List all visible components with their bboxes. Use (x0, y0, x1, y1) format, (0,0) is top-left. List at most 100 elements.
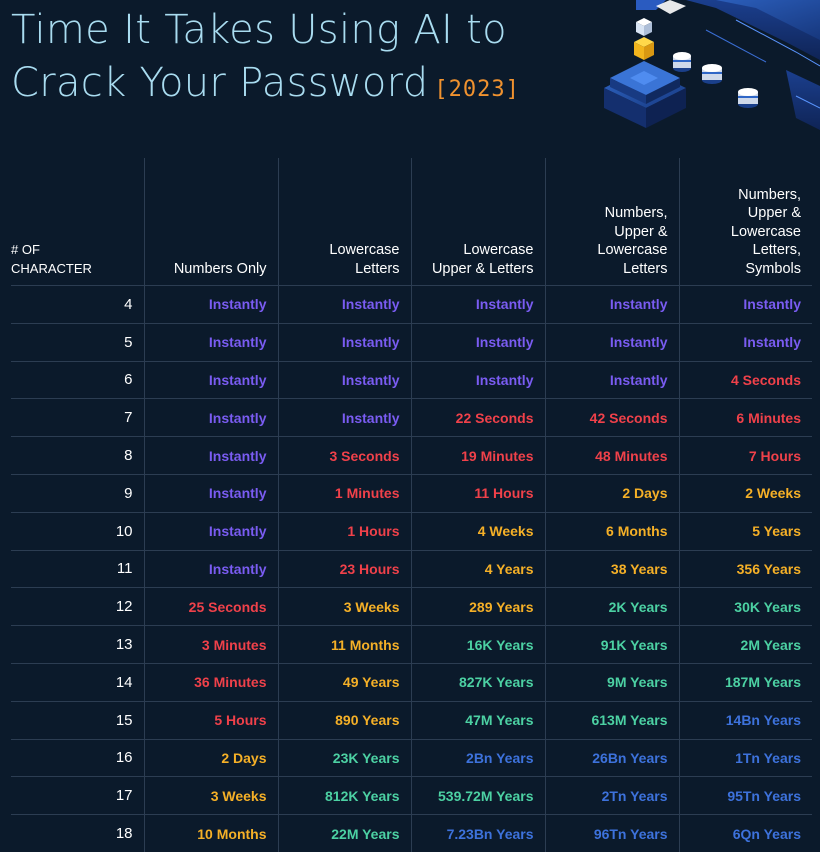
character-count-cell: 13 (11, 625, 144, 664)
table-row: 18 10 Months 22M Years 7.23Bn Years 96Tn Yea… (11, 814, 812, 852)
crack-time-cell: 1 Hours (277, 511, 411, 551)
crack-time-cell: Instantly (143, 398, 278, 437)
crack-time-cell: 42 Seconds (544, 398, 679, 437)
column-header-line: Lowercase (730, 223, 801, 240)
crack-time-cell: 5 Years (678, 511, 812, 551)
character-count-cell: 14 (11, 662, 144, 702)
character-count-cell: 9 (11, 473, 144, 513)
crack-time-cell: 22 Seconds (410, 398, 545, 437)
crack-time-cell: 3 Seconds (277, 436, 411, 475)
crack-time-cell: 890 Years (277, 700, 411, 740)
column-header-line: Upper & (614, 223, 668, 240)
column-header-line: Lowercase (597, 242, 668, 258)
table-row: 14 36 Minutes 49 Years 827K Years 9M Years 18… (11, 662, 812, 702)
table-row: 17 3 Weeks 812K Years 539.72M Years 2Tn Year… (11, 776, 812, 815)
crack-time-cell: 1Tn Years (678, 738, 812, 777)
crack-time-cell: 2Bn Years (410, 738, 545, 777)
crack-time-cell: Instantly (277, 398, 411, 437)
crack-time-cell: 11 Months (277, 625, 411, 664)
crack-time-cell: Instantly (277, 322, 411, 362)
crack-time-cell: 2 Days (544, 473, 679, 513)
crack-time-cell: Instantly (410, 285, 545, 324)
crack-time-cell: 2Tn Years (544, 776, 679, 815)
column-header-line: Lowercase (329, 242, 400, 258)
crack-time-cell: 14Bn Years (678, 700, 812, 740)
column-header-5: Numbers, Upper & Lowercase Letters, Symbols (678, 158, 812, 286)
crack-time-cell: 2 Weeks (678, 473, 812, 513)
character-count-cell: 5 (11, 322, 144, 362)
crack-time-cell: 7.23Bn Years (410, 814, 545, 852)
character-count-cell: 10 (11, 511, 144, 551)
password-crack-table: # OF CHARACTER Numbers Only Lowercase Letter… (11, 158, 812, 852)
crack-time-cell: Instantly (410, 322, 545, 362)
crack-time-cell: Instantly (143, 473, 278, 513)
crack-time-cell: 6Qn Years (678, 814, 812, 852)
crack-time-cell: 91K Years (544, 625, 679, 664)
crack-time-cell: 6 Minutes (678, 398, 812, 437)
crack-time-cell: 11 Hours (410, 473, 545, 513)
column-header-line: Letters (623, 260, 668, 277)
crack-time-cell: 539.72M Years (410, 776, 545, 815)
crack-time-cell: Instantly (678, 322, 812, 362)
title-line-2: Crack Your Password [2023] (11, 57, 520, 116)
crack-time-cell: Instantly (544, 360, 679, 399)
table-row: 9 Instantly 1 Minutes 11 Hours 2 Days 2 Weeks (11, 473, 812, 513)
column-header-line: Letters (355, 260, 400, 277)
crack-time-cell: 613M Years (544, 700, 679, 740)
crack-time-cell: Instantly (143, 549, 278, 588)
table-row: 4 Instantly Instantly Instantly Instantly Ins… (11, 285, 812, 324)
crack-time-cell: 827K Years (410, 662, 545, 702)
character-count-cell: 15 (11, 700, 144, 740)
crack-time-cell: 22M Years (277, 814, 411, 852)
crack-time-cell: Instantly (544, 322, 679, 362)
title-line-1: Time It Takes Using AI to (11, 7, 507, 53)
table-row: 13 3 Minutes 11 Months 16K Years 91K Years 2M… (11, 625, 812, 664)
title-line-2-text: Crack Your Password (11, 60, 429, 106)
column-header-line: Letters, (752, 242, 801, 258)
crack-time-cell: 23K Years (277, 738, 411, 777)
crack-time-cell: Instantly (678, 285, 812, 324)
column-header-line: Symbols (745, 260, 801, 277)
table-body: 4 Instantly Instantly Instantly Instantly Ins… (11, 285, 812, 852)
crack-time-cell: 812K Years (277, 776, 411, 815)
crack-time-cell: 3 Weeks (143, 776, 278, 815)
column-header-4: Numbers, Upper & Lowercase Letters (544, 158, 679, 286)
crack-time-cell: 2 Days (143, 738, 278, 777)
crack-time-cell: Instantly (410, 360, 545, 399)
crack-time-cell: Instantly (277, 285, 411, 324)
crack-time-cell: 3 Weeks (277, 587, 411, 626)
table-row: 6 Instantly Instantly Instantly Instantly 4 S… (11, 360, 812, 399)
table-row: 10 Instantly 1 Hours 4 Weeks 6 Months 5 Years (11, 511, 812, 551)
crack-time-cell: 36 Minutes (143, 662, 278, 702)
table-row: 12 25 Seconds 3 Weeks 289 Years 2K Years 30K … (11, 587, 812, 626)
column-header-line: Numbers Only (173, 260, 267, 277)
crack-time-cell: 4 Seconds (678, 360, 812, 399)
crack-time-cell: 4 Years (410, 549, 545, 588)
column-header-1: Numbers Only (143, 158, 278, 286)
table-row: 8 Instantly 3 Seconds 19 Minutes 48 Minutes 7… (11, 436, 812, 475)
crack-time-cell: Instantly (143, 322, 278, 362)
crack-time-cell: 26Bn Years (544, 738, 679, 777)
crack-time-cell: 25 Seconds (143, 587, 278, 626)
character-count-cell: 18 (11, 814, 144, 852)
crack-time-cell: 16K Years (410, 625, 545, 664)
crack-time-cell: 6 Months (544, 511, 679, 551)
character-count-cell: 8 (11, 436, 144, 475)
column-header-line: Numbers, (738, 186, 801, 203)
crack-time-cell: 30K Years (678, 587, 812, 626)
crack-time-cell: Instantly (277, 360, 411, 399)
column-header-0: # OF CHARACTER (11, 158, 144, 286)
character-count-cell: 12 (11, 587, 144, 626)
column-header-3: Lowercase Upper & Letters (410, 158, 545, 286)
column-header-line: Upper & Letters (431, 260, 534, 277)
crack-time-cell: 95Tn Years (678, 776, 812, 815)
crack-time-cell: Instantly (544, 285, 679, 324)
page-title: Time It Takes Using AI to Crack Your Pas… (11, 4, 520, 116)
character-count-cell: 7 (11, 398, 144, 437)
crack-time-cell: Instantly (143, 511, 278, 551)
character-count-cell: 17 (11, 776, 144, 815)
crack-time-cell: 38 Years (544, 549, 679, 588)
crack-time-cell: Instantly (143, 436, 278, 475)
character-count-cell: 6 (11, 360, 144, 399)
crack-time-cell: 4 Weeks (410, 511, 545, 551)
